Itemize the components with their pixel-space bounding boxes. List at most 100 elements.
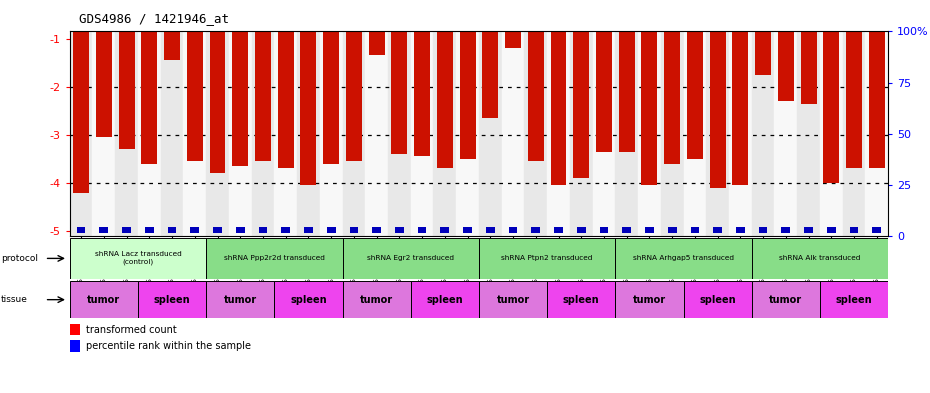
Text: shRNA Ptpn2 transduced: shRNA Ptpn2 transduced: [501, 255, 592, 261]
Bar: [73, 0, 89, 193]
Bar: [755, 0, 771, 75]
Bar: [70, 31, 92, 236]
Bar: [622, 227, 631, 233]
Bar: [368, 0, 385, 55]
Text: spleen: spleen: [563, 295, 600, 305]
Bar: [525, 31, 547, 236]
Text: tissue: tissue: [1, 295, 28, 304]
Bar: [70, 323, 80, 335]
Bar: [297, 31, 320, 236]
Text: percentile rank within the sample: percentile rank within the sample: [86, 342, 251, 351]
Bar: [164, 0, 180, 60]
Bar: [252, 31, 274, 236]
Bar: [781, 227, 790, 233]
Text: tumor: tumor: [224, 295, 257, 305]
Bar: [304, 227, 312, 233]
Bar: [642, 0, 658, 185]
Text: tumor: tumor: [769, 295, 803, 305]
Bar: [570, 31, 592, 236]
Bar: [554, 227, 563, 233]
Bar: [645, 227, 654, 233]
Bar: [141, 0, 157, 163]
Bar: [751, 238, 888, 279]
Bar: [616, 238, 751, 279]
Bar: [820, 31, 843, 236]
Bar: [77, 227, 86, 233]
Bar: [729, 31, 751, 236]
Bar: [191, 227, 199, 233]
Text: GDS4986 / 1421946_at: GDS4986 / 1421946_at: [79, 12, 229, 25]
Bar: [433, 31, 457, 236]
Bar: [483, 0, 498, 118]
Text: shRNA Arhgap5 transduced: shRNA Arhgap5 transduced: [633, 255, 734, 261]
Text: spleen: spleen: [836, 295, 872, 305]
Bar: [501, 31, 525, 236]
Bar: [282, 227, 290, 233]
Bar: [122, 227, 131, 233]
Bar: [706, 31, 729, 236]
Text: protocol: protocol: [1, 254, 38, 263]
Bar: [324, 0, 339, 163]
Bar: [616, 31, 638, 236]
Bar: [600, 227, 608, 233]
Bar: [119, 0, 135, 149]
Text: transformed count: transformed count: [86, 325, 178, 335]
Bar: [372, 227, 381, 233]
Bar: [167, 227, 177, 233]
Bar: [187, 0, 203, 161]
Bar: [96, 0, 112, 137]
Bar: [459, 0, 475, 159]
Bar: [710, 0, 725, 188]
Bar: [736, 227, 745, 233]
Bar: [463, 227, 472, 233]
Bar: [392, 0, 407, 154]
Bar: [326, 227, 336, 233]
Bar: [777, 0, 794, 101]
Bar: [274, 31, 297, 236]
Bar: [138, 281, 206, 318]
Text: spleen: spleen: [699, 295, 736, 305]
Bar: [551, 0, 566, 185]
Bar: [411, 31, 433, 236]
Bar: [365, 31, 388, 236]
Bar: [801, 0, 817, 104]
Bar: [547, 281, 616, 318]
Bar: [342, 281, 411, 318]
Bar: [441, 227, 449, 233]
Bar: [733, 0, 749, 185]
Bar: [684, 31, 706, 236]
Bar: [505, 0, 521, 48]
Bar: [206, 281, 274, 318]
Bar: [388, 31, 411, 236]
Bar: [691, 227, 699, 233]
Bar: [274, 281, 342, 318]
Bar: [70, 281, 138, 318]
Text: shRNA Lacz transduced
(control): shRNA Lacz transduced (control): [95, 252, 181, 265]
Text: spleen: spleen: [153, 295, 191, 305]
Bar: [509, 227, 517, 233]
Bar: [592, 31, 616, 236]
Bar: [259, 227, 267, 233]
Bar: [183, 31, 206, 236]
Text: spleen: spleen: [427, 295, 463, 305]
Bar: [320, 31, 342, 236]
Bar: [668, 227, 676, 233]
Bar: [759, 227, 767, 233]
Bar: [236, 227, 245, 233]
Text: tumor: tumor: [633, 295, 666, 305]
Bar: [775, 31, 797, 236]
Bar: [479, 238, 616, 279]
Bar: [232, 0, 248, 166]
Bar: [713, 227, 722, 233]
Text: shRNA Alk transduced: shRNA Alk transduced: [779, 255, 860, 261]
Bar: [850, 227, 858, 233]
Bar: [664, 0, 680, 163]
Bar: [866, 31, 888, 236]
Bar: [804, 227, 813, 233]
Bar: [342, 31, 365, 236]
Bar: [596, 0, 612, 152]
Bar: [823, 0, 839, 183]
Bar: [457, 31, 479, 236]
Text: tumor: tumor: [497, 295, 529, 305]
Bar: [687, 0, 703, 159]
